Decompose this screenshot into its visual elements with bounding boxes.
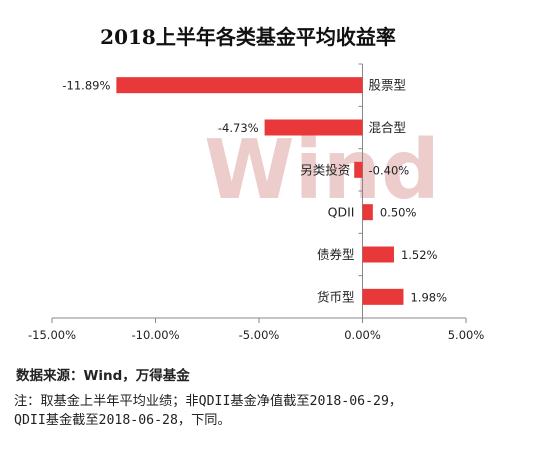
x-tick-label: 5.00% bbox=[448, 328, 485, 342]
data-label: 1.52% bbox=[401, 248, 438, 262]
data-label: -0.40% bbox=[369, 163, 410, 177]
data-label: 0.50% bbox=[380, 206, 417, 220]
bar bbox=[264, 119, 363, 136]
footnote: 注：取基金上半年平均业绩；非QDII基金净值截至2018-06-29， QDII… bbox=[14, 392, 539, 430]
bar bbox=[116, 77, 363, 94]
bar bbox=[362, 246, 394, 263]
data-label: 1.98% bbox=[410, 290, 447, 304]
x-tick-label: -10.00% bbox=[132, 328, 180, 342]
category-label: QDII bbox=[328, 205, 355, 220]
data-label: -11.89% bbox=[62, 79, 110, 93]
footnote-line-2: QDII基金截至2018-06-28，下同。 bbox=[14, 413, 231, 428]
category-label: 债券型 bbox=[317, 247, 355, 262]
category-label: 混合型 bbox=[369, 120, 407, 135]
wind-watermark: Wind bbox=[204, 123, 440, 218]
category-label: 另类投资 bbox=[300, 162, 350, 177]
x-tick-label: 0.00% bbox=[344, 328, 381, 342]
x-tick-label: -5.00% bbox=[239, 328, 280, 342]
category-label: 股票型 bbox=[369, 78, 407, 93]
x-tick-label: -15.00% bbox=[28, 328, 76, 342]
footnote-line-1: 注：取基金上半年平均业绩；非QDII基金净值截至2018-06-29， bbox=[14, 394, 403, 409]
data-source: 数据来源：Wind，万得基金 bbox=[16, 368, 190, 384]
bar bbox=[362, 288, 404, 305]
plot-area: -15.00% -10.00% -5.00% 0.00% 5.00% 股票型 -11.89%… bbox=[28, 63, 485, 342]
chart-title: 2018上半年各类基金平均收益率 bbox=[100, 25, 396, 49]
data-label: -4.73% bbox=[218, 121, 259, 135]
bar bbox=[354, 161, 363, 178]
bar bbox=[362, 204, 373, 221]
category-label: 货币型 bbox=[317, 289, 355, 304]
